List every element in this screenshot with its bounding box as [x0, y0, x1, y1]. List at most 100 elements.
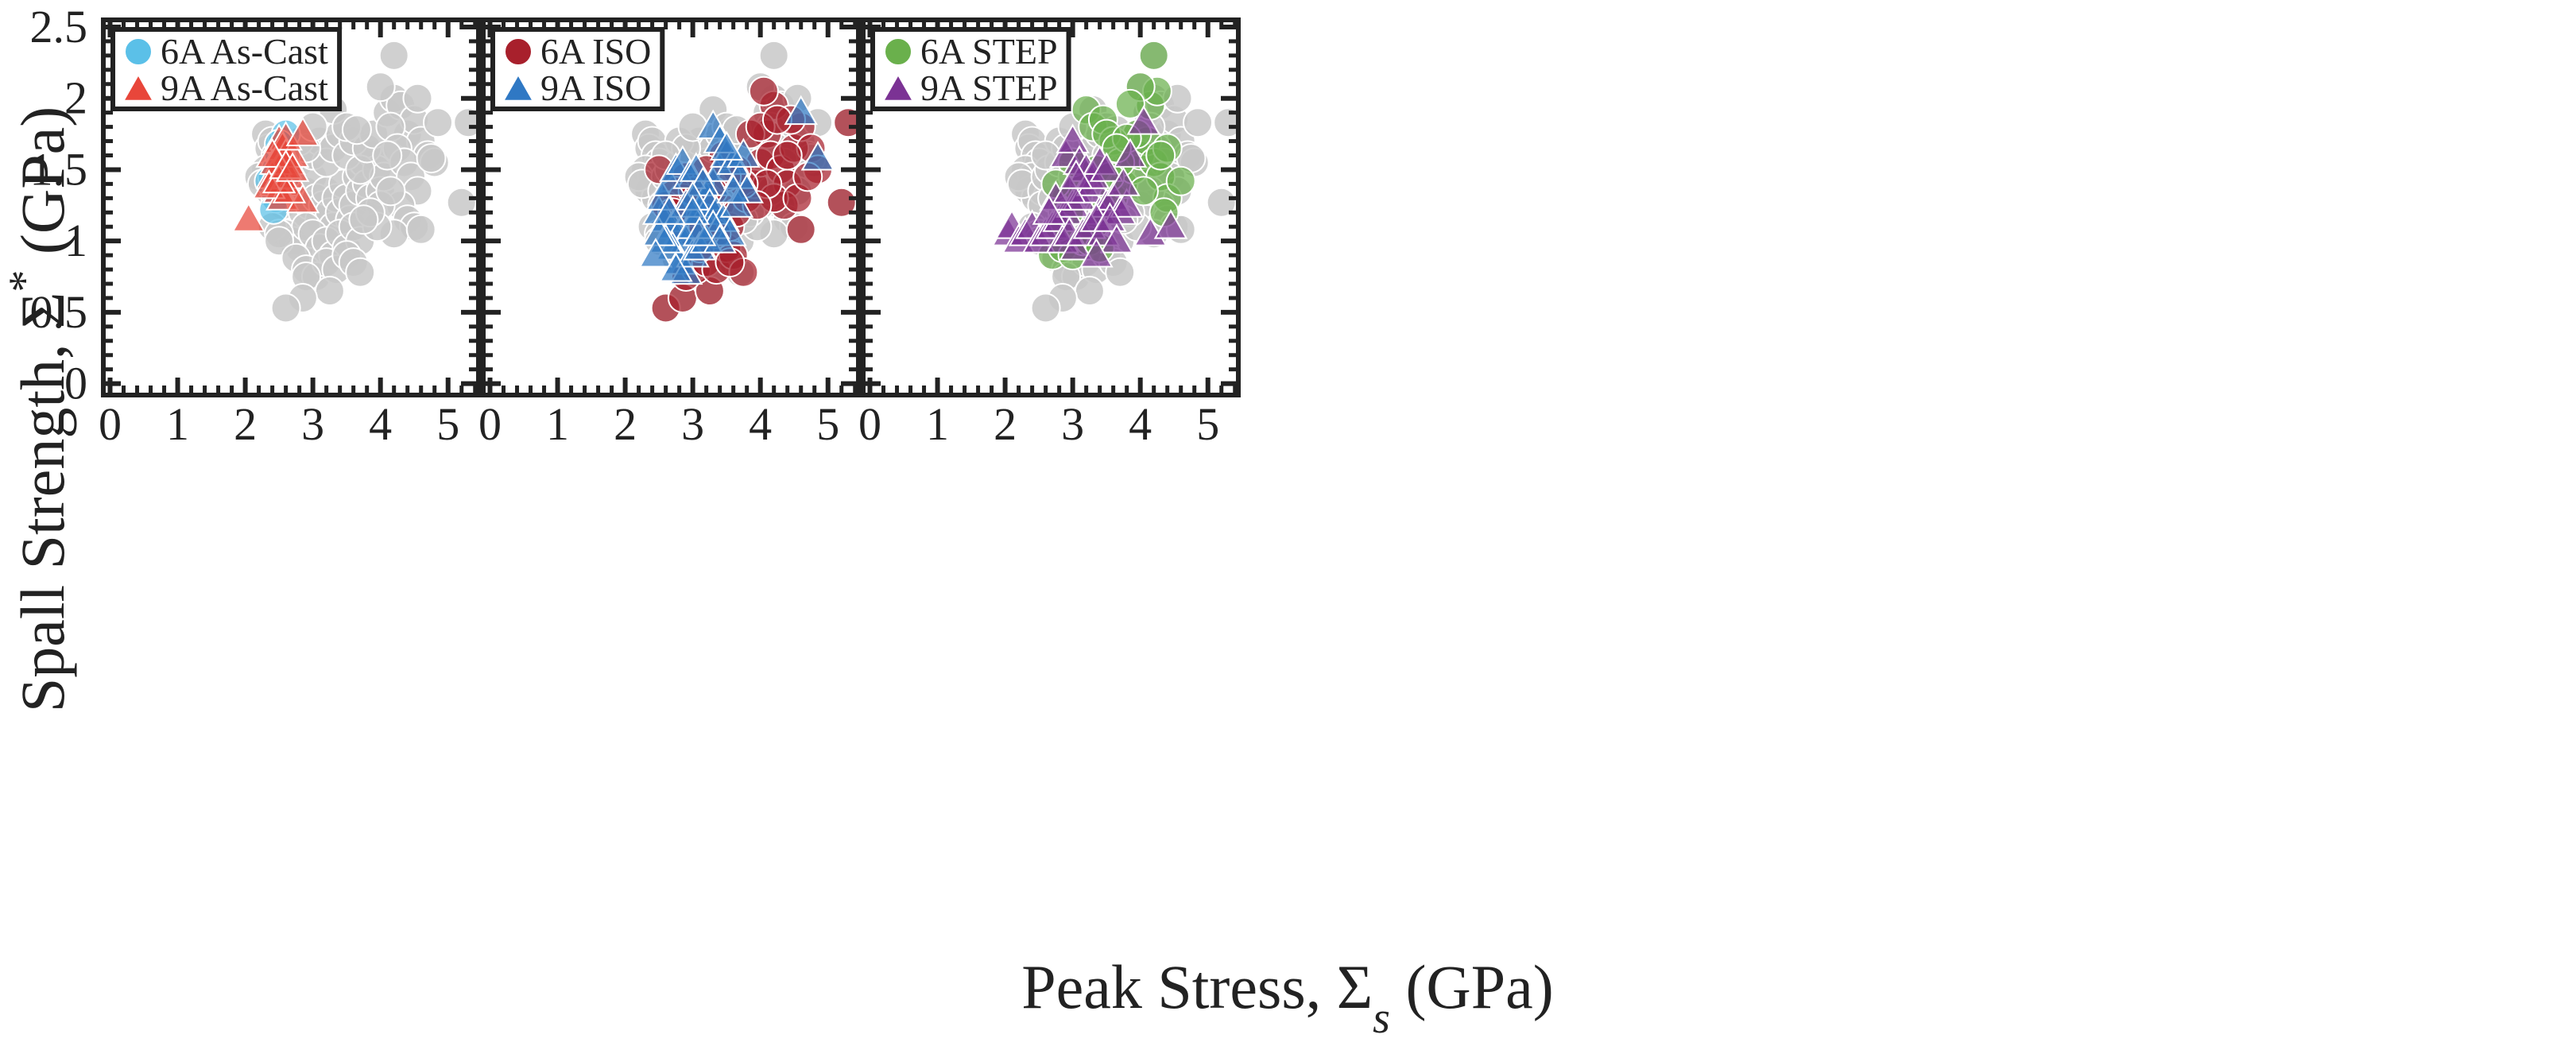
background-point — [416, 143, 447, 174]
panel-frame — [481, 17, 861, 397]
background-point — [365, 72, 396, 103]
x-tick-label: 3 — [1061, 398, 1084, 450]
background-point — [372, 140, 403, 171]
y-tick-label: 1.5 — [30, 143, 88, 195]
background-point — [446, 187, 477, 218]
legend-marker-9a-step — [881, 72, 915, 102]
x-tick-label: 4 — [749, 398, 772, 450]
background-point — [1105, 257, 1136, 288]
point-9a-iso — [784, 95, 819, 126]
panel-frame — [861, 17, 1241, 397]
legend-marker-6a-as-cast — [124, 37, 153, 66]
point-6a-iso — [833, 107, 858, 138]
x-tick-label: 3 — [681, 398, 704, 450]
background-point — [1213, 107, 1238, 138]
background-point — [1183, 107, 1213, 138]
x-tick-label: 4 — [1129, 398, 1152, 450]
point-9a-iso — [716, 173, 751, 203]
point-9a-step — [1153, 209, 1188, 239]
tick-marks — [483, 20, 858, 395]
point-6a-iso — [772, 140, 803, 171]
point-9a-as-cast — [275, 152, 310, 182]
background-point — [314, 276, 345, 306]
y-tick-label: 2.5 — [30, 1, 88, 52]
point-6a-iso — [785, 214, 816, 245]
legend-marker-6a-step — [884, 37, 912, 66]
legend-marker-9a-as-cast — [122, 72, 155, 102]
x-tick-label: 0 — [858, 398, 881, 450]
point-9a-iso — [682, 216, 717, 246]
x-tick-label: 2 — [994, 398, 1017, 450]
legend-marker-6a-iso — [504, 37, 533, 66]
point-9a-iso — [800, 141, 835, 171]
legend-label: 6A ISO — [540, 31, 651, 72]
x-tick-label: 5 — [1196, 398, 1219, 450]
point-9a-iso — [676, 195, 710, 225]
y-tick-label: 0.5 — [30, 286, 88, 338]
points-group — [231, 40, 478, 324]
point-6a-step — [1165, 165, 1196, 196]
point-9a-step — [1032, 195, 1067, 225]
background-point — [378, 40, 409, 71]
x-tick-label: 1 — [926, 398, 949, 450]
point-6a-step — [1114, 88, 1145, 119]
background-point — [405, 214, 436, 245]
point-6a-iso — [748, 76, 779, 107]
point-9a-step — [1106, 166, 1141, 196]
background-point — [423, 107, 453, 138]
y-tick-label: 2 — [64, 72, 87, 124]
x-tick-label: 1 — [166, 398, 189, 450]
point-9a-step — [1099, 223, 1134, 254]
tick-marks — [103, 20, 478, 395]
background-point — [375, 176, 406, 207]
point-9a-step — [1126, 105, 1161, 135]
background-point — [345, 257, 376, 288]
background-point — [1206, 187, 1237, 218]
point-9a-iso — [709, 130, 744, 161]
background-point — [1074, 276, 1105, 306]
point-9a-step — [1110, 188, 1145, 218]
x-tick-label: 1 — [546, 398, 569, 450]
legend-label: 9A STEP — [920, 68, 1058, 108]
x-tick-label: 0 — [99, 398, 122, 450]
x-tick-label: 5 — [436, 398, 459, 450]
point-9a-step — [1093, 202, 1127, 232]
y-tick-label: 0 — [64, 358, 87, 409]
point-9a-as-cast — [231, 202, 266, 232]
point-9a-iso — [638, 238, 673, 268]
point-9a-iso — [652, 195, 687, 225]
background-point — [758, 40, 789, 71]
x-tick-label: 5 — [816, 398, 839, 450]
background-point — [348, 204, 379, 235]
panel-frame — [101, 17, 481, 397]
background-point — [402, 83, 433, 114]
legend-label: 9A ISO — [540, 68, 651, 108]
point-9a-step — [1059, 159, 1094, 189]
point-9a-as-cast — [285, 116, 320, 146]
legend-label: 6A As-Cast — [161, 31, 328, 72]
point-9a-step — [1056, 123, 1090, 153]
point-9a-step — [1079, 238, 1114, 268]
point-6a-iso — [826, 187, 857, 218]
y-tick-label: 1 — [64, 215, 87, 266]
background-point — [1030, 293, 1061, 324]
point-9a-iso — [659, 252, 693, 282]
x-axis-title: Peak Stress, Σs (GPa) — [1021, 952, 1553, 1043]
points-group — [991, 40, 1238, 324]
point-6a-step — [1138, 40, 1169, 71]
x-tick-label: 2 — [614, 398, 637, 450]
legend-label: 6A STEP — [920, 31, 1058, 72]
points-group — [623, 40, 858, 324]
point-6a-step — [1145, 140, 1176, 171]
y-axis-title: Spall Strength, Σ* (GPa) — [0, 107, 77, 712]
background-point — [341, 114, 372, 145]
legend-label: 9A As-Cast — [161, 68, 328, 108]
x-tick-label: 4 — [369, 398, 392, 450]
